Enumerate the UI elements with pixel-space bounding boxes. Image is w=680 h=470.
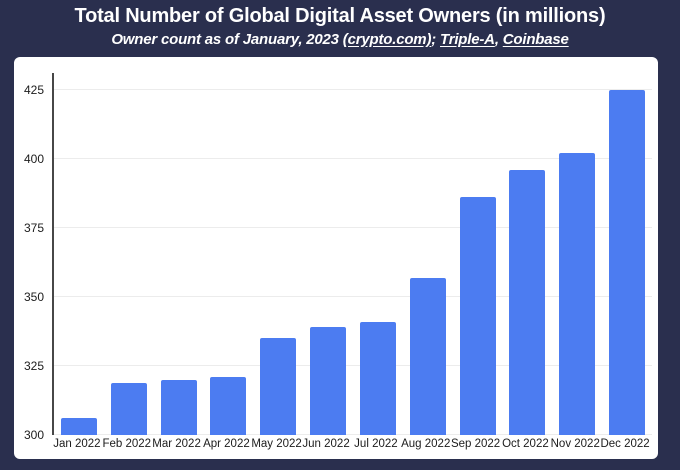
chart-panel: 300 325 350 375 400 425 Jan 2022 Feb 2022 Mar 2…	[14, 57, 658, 459]
bar	[509, 169, 546, 435]
y-tick-label: 400	[23, 151, 44, 166]
gridline	[54, 295, 652, 297]
x-tick-label: Nov 2022	[550, 438, 600, 450]
bar	[110, 382, 147, 435]
chart-title: Total Number of Global Digital Asset Own…	[74, 5, 606, 27]
y-tick-label: 325	[23, 358, 44, 373]
gridline	[54, 88, 652, 90]
gridline	[54, 157, 652, 159]
y-axis-labels: 300 325 350 375 400 425	[14, 73, 47, 442]
subtitle-source-link[interactable]: Triple-A	[440, 31, 495, 48]
bar	[160, 379, 197, 435]
subtitle-text: Owner count as of January, 2023	[111, 31, 343, 48]
x-tick-label: Jul 2022	[354, 438, 398, 450]
gridline	[54, 226, 652, 228]
subtitle-source-link[interactable]: Coinbase	[502, 31, 569, 48]
bar	[409, 277, 446, 435]
x-tick-label: Mar 2022	[152, 438, 201, 450]
y-tick-label: 425	[23, 82, 44, 97]
x-tick-label: Oct 2022	[502, 438, 549, 450]
bar	[310, 327, 347, 435]
x-tick-label: Sep 2022	[450, 438, 501, 450]
bar	[559, 153, 596, 435]
x-tick-label: Jan 2022	[53, 438, 101, 450]
plot-area	[52, 73, 652, 435]
x-tick-label: Aug 2022	[401, 438, 451, 450]
x-tick-label: Feb 2022	[102, 438, 152, 450]
bar	[609, 89, 646, 435]
bar	[459, 197, 496, 435]
chart-subtitle: Owner count as of January, 2023 (crypto.…	[0, 31, 680, 48]
gridline	[54, 364, 652, 366]
y-tick-label: 300	[23, 428, 44, 442]
x-tick-label: Jun 2022	[302, 438, 350, 450]
subtitle-text: ;	[431, 31, 441, 48]
gridline	[54, 434, 652, 435]
x-tick-label: May 2022	[251, 438, 302, 450]
bar	[60, 418, 97, 435]
x-axis-labels: Jan 2022 Feb 2022 Mar 2022 Apr 2022 May 2022…	[52, 438, 650, 456]
x-tick-label: Dec 2022	[600, 438, 650, 450]
y-tick-label: 375	[23, 220, 44, 235]
y-tick-label: 350	[23, 289, 44, 304]
bar	[260, 338, 297, 435]
bar	[359, 321, 396, 435]
x-tick-label: Apr 2022	[203, 438, 250, 450]
subtitle-text: ,	[494, 31, 503, 48]
bar	[210, 376, 247, 435]
subtitle-source-link[interactable]: (crypto.com)	[342, 31, 432, 48]
